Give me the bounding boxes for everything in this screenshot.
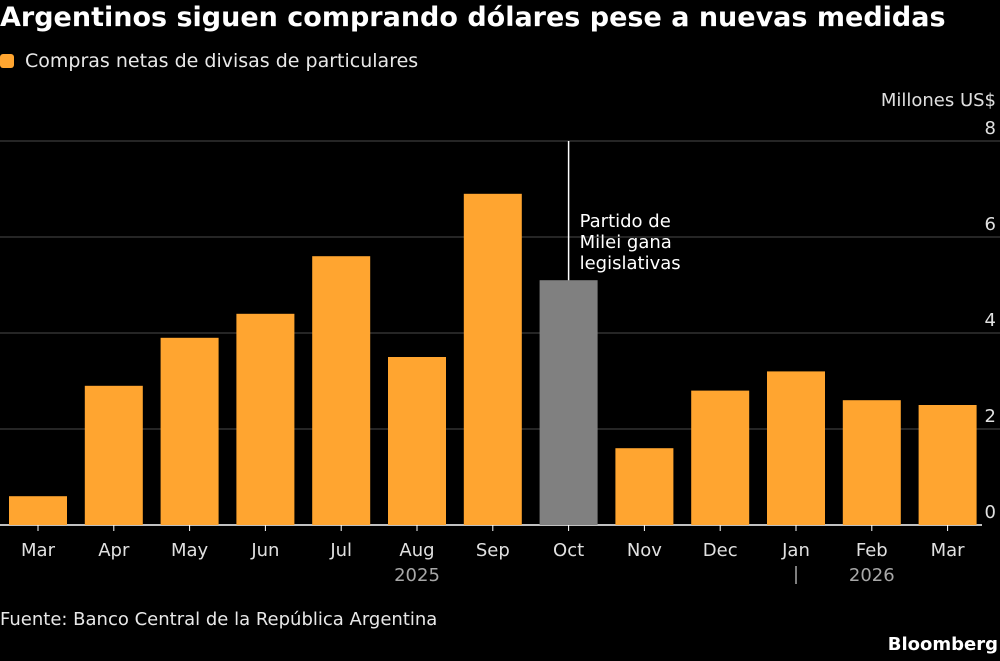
bar: [918, 405, 977, 525]
x-tick-label: Jul: [329, 540, 352, 561]
bar-layer: [9, 193, 977, 526]
x-tick-label: Sep: [476, 540, 510, 561]
x-tick-label: Mar: [931, 540, 966, 561]
bar: [236, 313, 295, 525]
x-tick-label: Jun: [250, 540, 279, 561]
bloomberg-logo: Bloomberg: [887, 634, 998, 655]
bar-chart: 0 2 4 6 8 Millones US$ Mar Apr May Jun Jul Aug Sep Oc…: [0, 90, 1000, 586]
chart-title: Argentinos siguen comprando dólares pese…: [0, 2, 946, 33]
year-label: 2025: [394, 565, 440, 586]
x-tick-label: May: [171, 540, 209, 561]
annotation-text: Partido de: [580, 211, 671, 232]
y-tick-label: 4: [985, 310, 996, 331]
annotation-text: Milei gana: [580, 232, 672, 253]
bar: [767, 371, 825, 525]
bar: [312, 256, 371, 525]
y-tick-label: 0: [985, 502, 996, 523]
x-tick-label: Jan: [781, 540, 810, 561]
bar: [84, 385, 143, 525]
x-tick-label: Dec: [703, 540, 738, 561]
legend: Compras netas de divisas de particulares: [0, 50, 418, 72]
x-tick-label: Feb: [856, 540, 888, 561]
bar: [9, 496, 67, 525]
bar: [615, 448, 674, 525]
x-tick-label: Apr: [98, 540, 130, 561]
y-tick-label: 2: [985, 406, 996, 427]
legend-label: Compras netas de divisas de particulares: [25, 50, 419, 72]
bar: [539, 280, 598, 525]
label-layer: 0 2 4 6 8 Millones US$ Mar Apr May Jun Jul Aug Sep Oc…: [21, 90, 996, 586]
x-tick-label: Oct: [553, 540, 584, 561]
bar: [691, 390, 750, 525]
y-tick-label: 8: [985, 118, 996, 139]
bar: [463, 193, 522, 526]
source-note: Fuente: Banco Central de la República Ar…: [0, 609, 438, 630]
legend-swatch: [0, 54, 14, 68]
bar: [160, 337, 219, 525]
year-label: 2026: [849, 565, 895, 586]
y-axis-label: Millones US$: [881, 90, 996, 111]
x-tick-label: Nov: [627, 540, 662, 561]
y-tick-label: 6: [985, 214, 996, 235]
annotation-text: legislativas: [580, 253, 681, 274]
x-tick-label: Aug: [399, 540, 434, 561]
bar: [842, 400, 901, 525]
x-tick-label: Mar: [21, 540, 56, 561]
bar: [388, 357, 446, 525]
